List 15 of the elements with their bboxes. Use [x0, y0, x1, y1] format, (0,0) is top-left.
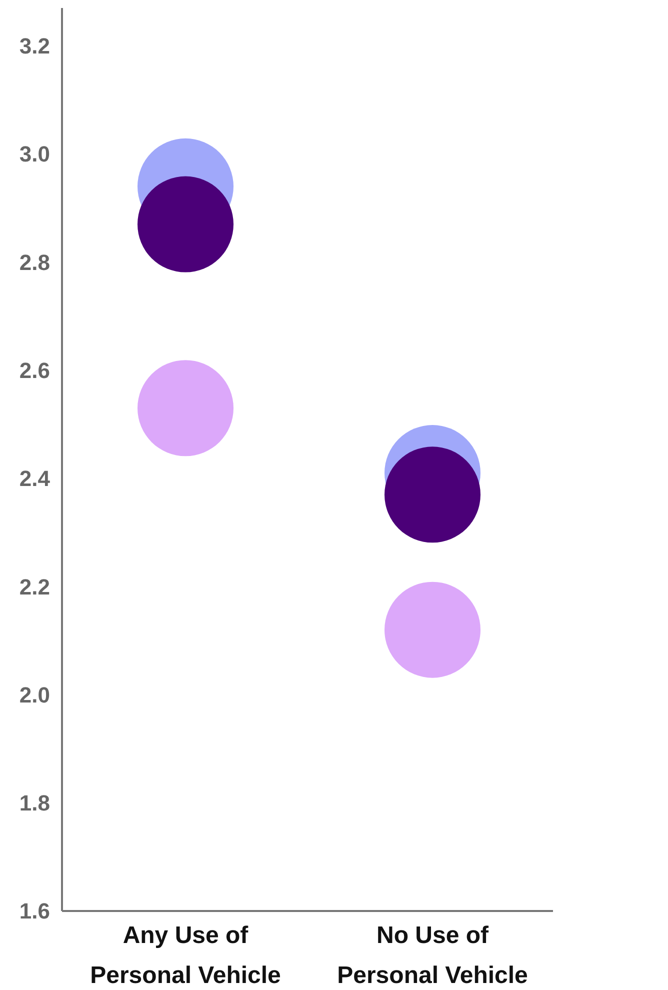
y-tick-label: 2.8	[19, 250, 50, 275]
y-tick-label: 3.0	[19, 142, 50, 167]
point	[384, 446, 480, 543]
x-tick-label: No Use of Personal Vehicle	[337, 922, 528, 989]
y-tick-label: 2.4	[19, 466, 51, 492]
y-tick-label: 3.2	[19, 34, 50, 59]
point	[384, 582, 480, 678]
point	[138, 360, 234, 456]
x-tick-label: Any Use of Personal Vehicle	[90, 922, 281, 989]
y-tick-label: 2.2	[19, 574, 50, 600]
point	[138, 176, 234, 272]
y-tick-label: 2.6	[19, 358, 50, 383]
y-tick-label: 1.8	[19, 790, 50, 816]
y-tick-label: 1.6	[19, 898, 50, 924]
y-tick-label: 2.0	[19, 682, 50, 708]
